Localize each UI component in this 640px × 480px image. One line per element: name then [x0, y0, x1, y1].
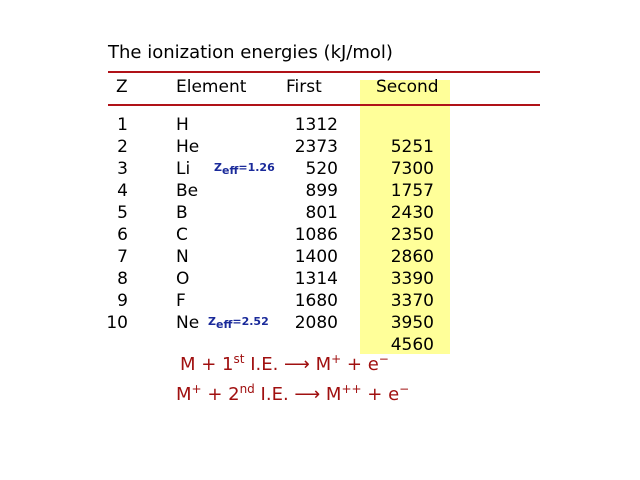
table-cell-first: 899 [305, 181, 338, 201]
header-z: Z [116, 77, 128, 97]
header-first: First [286, 77, 322, 97]
table-cell-z: 7 [117, 247, 128, 267]
table-cell-element: He [176, 137, 200, 157]
table-cell-second: 2860 [390, 247, 434, 267]
table-cell-first: 1680 [294, 291, 338, 311]
table-cell-z: 6 [117, 225, 128, 245]
table-title: The ionization energies (kJ/mol) [108, 42, 393, 63]
table-cell-first: 801 [305, 203, 338, 223]
table-cell-second: 2430 [390, 203, 434, 223]
table-cell-element: Ne [176, 313, 200, 333]
table-cell-z: 9 [117, 291, 128, 311]
table-cell-z: 2 [117, 137, 128, 157]
table-cell-element: Be [176, 181, 199, 201]
header-element: Element [176, 77, 247, 97]
table-cell-second: 1757 [390, 181, 434, 201]
header-second: Second [376, 77, 439, 97]
table-cell-second: 3390 [390, 269, 434, 289]
table-cell-first: 1400 [294, 247, 338, 267]
table-cell-element: Li [176, 159, 191, 179]
table-cell-z: 3 [117, 159, 128, 179]
table-cell-element: B [176, 203, 188, 223]
header-rule [108, 104, 540, 106]
table-cell-first: 2373 [294, 137, 338, 157]
table-cell-first: 1312 [294, 115, 338, 135]
table-cell-second: 3370 [390, 291, 434, 311]
table-cell-z: 5 [117, 203, 128, 223]
table-cell-first: 1086 [294, 225, 338, 245]
table-cell-second: 2350 [390, 225, 434, 245]
table-cell-z: 8 [117, 269, 128, 289]
table-cell-element: H [176, 115, 189, 135]
top-rule [108, 71, 540, 73]
second-column-highlight [360, 80, 450, 354]
table-cell-second: 7300 [390, 159, 434, 179]
table-cell-z: 1 [117, 115, 128, 135]
table-cell-first: 2080 [294, 313, 338, 333]
table-cell-first: 520 [305, 159, 338, 179]
table-cell-second: 3950 [390, 313, 434, 333]
table-cell-second: 5251 [390, 137, 434, 157]
table-cell-element: C [176, 225, 188, 245]
table-cell-z: 10 [106, 313, 128, 333]
table-cell-second: 4560 [390, 335, 434, 355]
first-ionization-equation: M + 1st I.E. ⟶ M+ + e− [180, 352, 389, 375]
table-cell-first: 1314 [294, 269, 338, 289]
table-cell-element: O [176, 269, 190, 289]
table-cell-element: N [176, 247, 189, 267]
table-cell-z: 4 [117, 181, 128, 201]
zeff-ne-label: Zeff=2.52 [208, 315, 269, 331]
zeff-li-label: Zeff=1.26 [214, 161, 275, 177]
second-ionization-equation: M+ + 2nd I.E. ⟶ M++ + e− [176, 382, 410, 405]
table-cell-element: F [176, 291, 186, 311]
